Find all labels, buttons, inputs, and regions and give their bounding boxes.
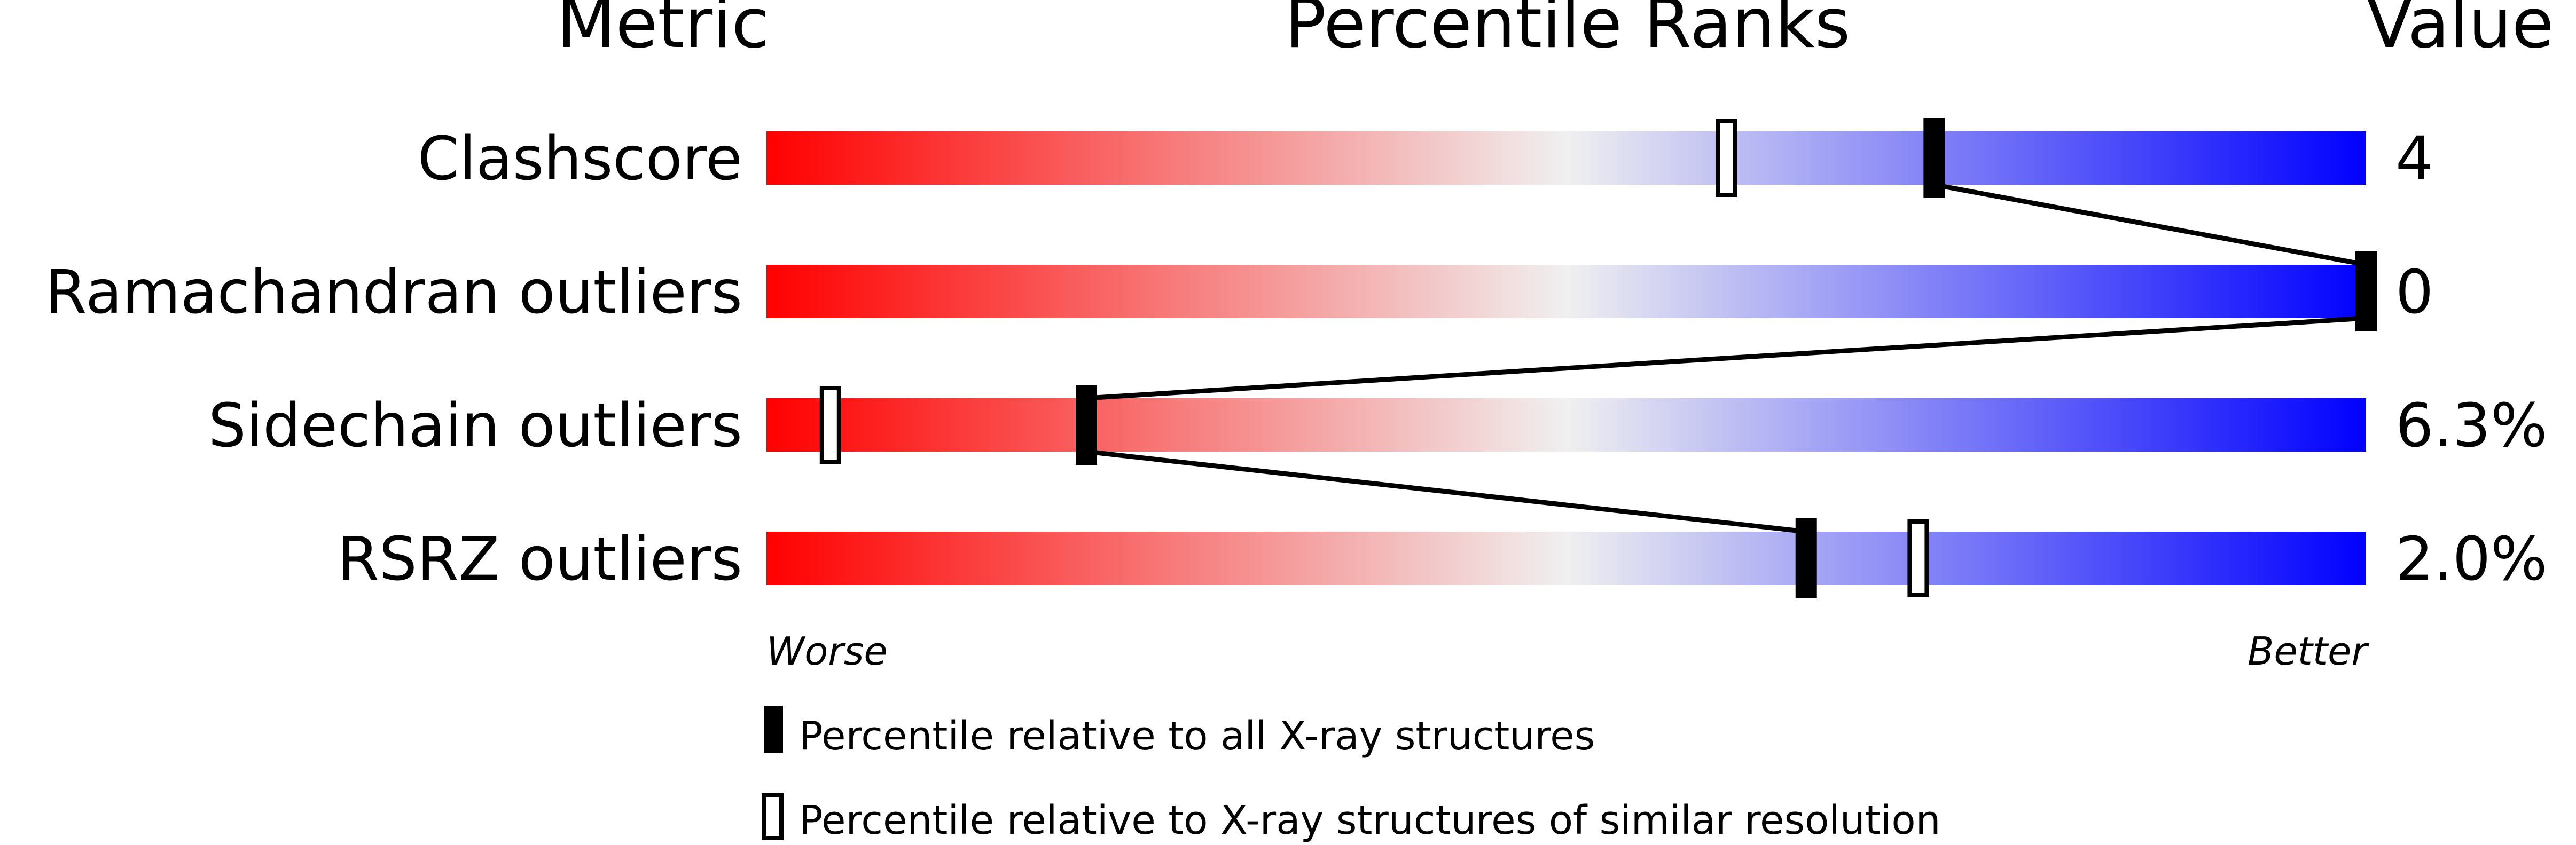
filled-marker-ramachandran-outliers (2355, 251, 2377, 331)
value-label-sidechain-outliers: 6.3% (2395, 391, 2548, 461)
value-label-clashscore: 4 (2395, 124, 2433, 194)
bar-rsrz-outliers (766, 532, 2366, 585)
hollow-marker-clashscore (1716, 119, 1737, 197)
hollow-marker-rsrz-outliers (1907, 519, 1929, 597)
connector-lines (1086, 182, 2367, 534)
metric-label-ramachandran-outliers: Ramachandran outliers (45, 258, 742, 327)
legend-filled-marker-icon (764, 706, 783, 753)
bar-ramachandran-outliers (766, 265, 2366, 318)
filled-marker-rsrz-outliers (1795, 518, 1817, 598)
value-header: Value (2366, 0, 2554, 64)
worse-label: Worse (766, 629, 888, 674)
bar-group: Clashscore 4 Ramachandran outliers 0 Sidecha… (45, 124, 2548, 594)
bar-clashscore (766, 131, 2366, 185)
legend-similar-label: Percentile relative to X-ray structures … (799, 797, 1941, 843)
percentile-header: Percentile Ranks (1285, 0, 1851, 64)
legend-all-label: Percentile relative to all X-ray structu… (799, 713, 1595, 759)
value-label-rsrz-outliers: 2.0% (2395, 525, 2548, 594)
filled-marker-clashscore (1923, 118, 1945, 198)
connector-line (1086, 315, 2367, 401)
legend-hollow-marker-icon (762, 793, 784, 840)
metric-label-rsrz-outliers: RSRZ outliers (338, 525, 742, 594)
metric-label-clashscore: Clashscore (418, 124, 742, 194)
hollow-marker-sidechain-outliers (819, 386, 841, 464)
metric-label-sidechain-outliers: Sidechain outliers (208, 391, 742, 461)
connector-line (1933, 182, 2367, 267)
filled-marker-sidechain-outliers (1076, 385, 1097, 465)
marker-group (819, 118, 2377, 598)
bar-sidechain-outliers (766, 398, 2366, 452)
metric-header: Metric (557, 0, 769, 64)
value-label-ramachandran-outliers: 0 (2395, 258, 2433, 327)
better-label: Better (2248, 629, 2369, 674)
connector-line (1086, 449, 1807, 534)
